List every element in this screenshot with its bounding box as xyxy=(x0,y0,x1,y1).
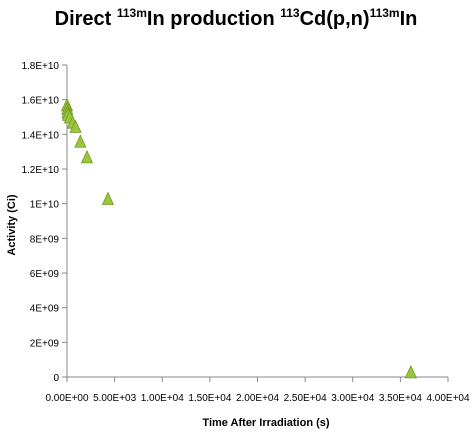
y-tick-label: 6E+09 xyxy=(30,269,60,280)
chart-title: Direct 113mIn production 113Cd(p,n)113mI… xyxy=(0,6,472,31)
data-point-triangle xyxy=(80,149,94,164)
y-tick-label: 1.8E+10 xyxy=(21,61,59,72)
y-axis-label: Activity (Ci) xyxy=(6,194,18,255)
x-tick-label: 1.00E+04 xyxy=(141,393,185,404)
axes xyxy=(66,65,448,378)
data-point-triangle xyxy=(101,191,115,205)
y-tick-label: 1E+10 xyxy=(30,200,60,211)
y-tick-label: 1.4E+10 xyxy=(21,130,59,141)
x-tick-label: 2.00E+04 xyxy=(236,393,280,404)
title-text: Direct xyxy=(54,8,117,30)
x-tick-label: 5.00E+03 xyxy=(93,393,137,404)
x-tick-label: 2.50E+04 xyxy=(284,393,328,404)
y-tick-label: 8E+09 xyxy=(30,234,60,245)
x-tick-label: 1.50E+04 xyxy=(188,393,232,404)
title-superscript: 113 xyxy=(280,6,300,20)
data-point-triangle xyxy=(404,364,417,379)
title-superscript: 113m xyxy=(116,6,147,20)
y-tick-label: 4E+09 xyxy=(30,304,60,315)
y-tick-label: 1.2E+10 xyxy=(21,165,59,176)
title-text: Cd(p,n) xyxy=(299,8,370,30)
x-tick-label: 3.50E+04 xyxy=(379,393,423,404)
data-point-triangle xyxy=(69,119,82,133)
y-tick-label: 2E+09 xyxy=(30,338,60,349)
y-tick-label: 1.6E+10 xyxy=(21,96,59,107)
y-tick-label: 0 xyxy=(53,373,59,384)
data-point-triangle xyxy=(74,134,87,148)
x-tick-label: 0.00E+00 xyxy=(45,393,89,404)
ticks: 0 2E+09 4E+09 6E+09 8E+09 1E+10 1.2E+10 1.4E+10… xyxy=(21,61,470,404)
x-tick-label: 4.00E+04 xyxy=(426,393,470,404)
x-tick-label: 3.00E+04 xyxy=(331,393,375,404)
title-text: In xyxy=(399,8,418,30)
x-axis-label: Time After Irradiation (s) xyxy=(202,417,329,429)
data-points xyxy=(60,97,417,379)
title-text: In production xyxy=(146,8,281,30)
title-superscript: 113m xyxy=(369,6,400,20)
